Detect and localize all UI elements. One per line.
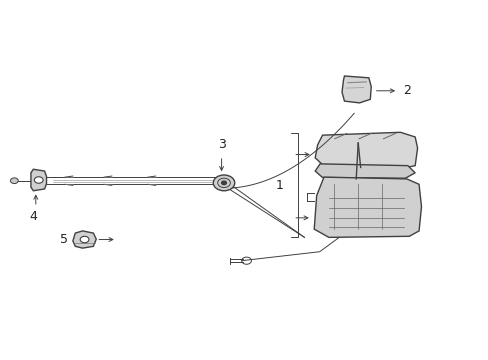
Text: 5: 5 — [60, 233, 68, 246]
Text: 1: 1 — [275, 179, 283, 192]
Polygon shape — [314, 177, 421, 237]
Text: 3: 3 — [217, 138, 225, 151]
Polygon shape — [315, 132, 417, 169]
Circle shape — [10, 178, 18, 184]
Polygon shape — [31, 169, 46, 191]
Polygon shape — [73, 231, 96, 248]
Circle shape — [80, 236, 89, 243]
Text: 2: 2 — [402, 84, 410, 97]
Polygon shape — [341, 76, 370, 103]
Text: 4: 4 — [29, 211, 37, 224]
Polygon shape — [315, 164, 414, 178]
Circle shape — [221, 181, 226, 185]
Circle shape — [34, 177, 43, 183]
Circle shape — [213, 175, 234, 191]
